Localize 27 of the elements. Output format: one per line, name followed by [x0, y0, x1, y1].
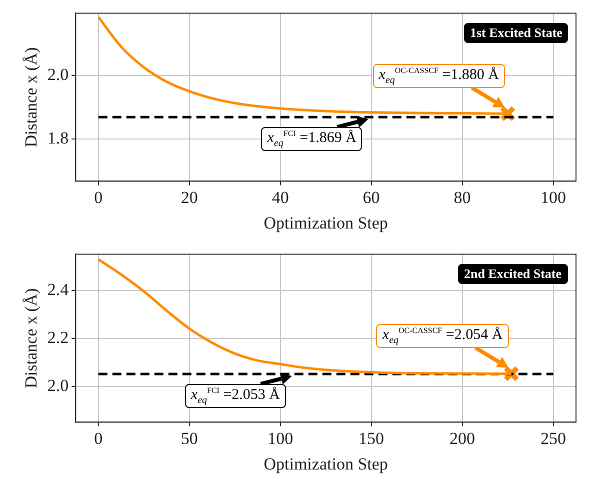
annotation: x$_{eq}$$^{OC-CASSCF}$ =1.880 Å [372, 64, 506, 88]
text: 2nd Excited State [458, 264, 568, 284]
x-tick-label: 150 [358, 428, 384, 448]
annotation: x$_{eq}$$^{OC-CASSCF}$ =2.054 Å [376, 324, 509, 348]
x-tick-label: 80 [454, 188, 471, 207]
text: 1st Excited State [464, 23, 568, 44]
x-axis-title: Optimization Step [264, 213, 388, 232]
y-tick-label: 2.0 [47, 376, 69, 396]
y-tick-label: 2.4 [47, 280, 70, 300]
annotation: x$_{eq}$$^{FCI}$ =2.053 Å [184, 384, 286, 408]
x-tick-label: 100 [540, 188, 566, 207]
annotation: x$_{eq}$$^{FCI}$ =1.869 Å [261, 127, 362, 152]
x-tick-label: 0 [94, 428, 103, 448]
x-tick-label: 60 [362, 188, 380, 207]
x-tick-label: 250 [540, 428, 566, 448]
x-tick-label: 50 [180, 428, 198, 448]
x-tick-label: 100 [268, 428, 294, 448]
y-axis-title: Distance x (Å) [22, 47, 41, 148]
x-axis-title: Optimization Step [264, 454, 388, 474]
x-tick-label: 20 [180, 188, 198, 207]
x-tick-label: 0 [94, 188, 103, 207]
y-tick-label: 2.0 [47, 64, 69, 84]
x-tick-label: 40 [272, 188, 289, 207]
y-tick-label: 2.2 [47, 328, 69, 348]
x-tick-label: 200 [450, 428, 476, 448]
y-tick-label: 1.8 [47, 128, 69, 148]
y-axis-title: Distance x (Å) [22, 288, 41, 388]
